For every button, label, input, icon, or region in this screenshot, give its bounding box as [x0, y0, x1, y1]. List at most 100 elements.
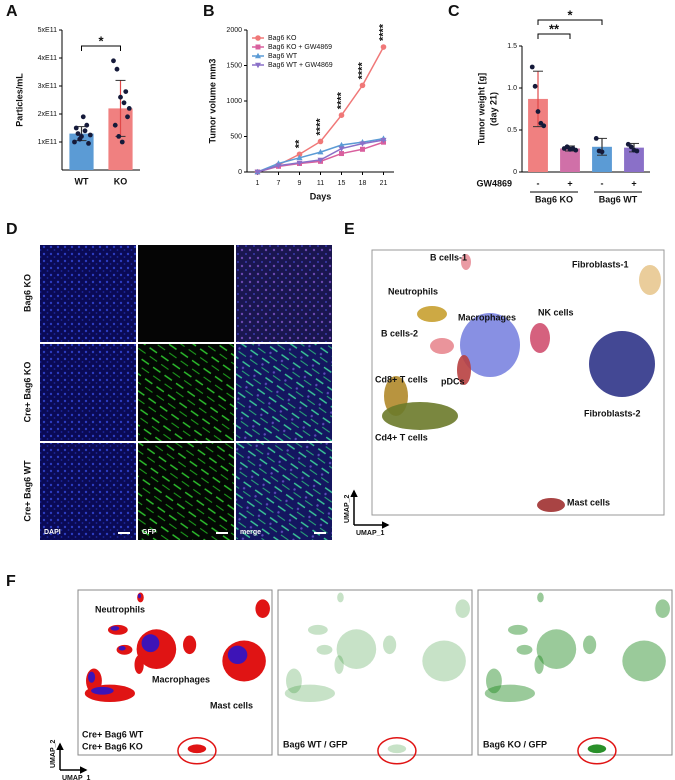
cell-cluster [516, 644, 533, 655]
cell-cluster [486, 668, 502, 694]
row-label: Cre+ Bag6 KO [22, 362, 32, 423]
x-tick-label: + [567, 178, 572, 188]
x-tick-label: 15 [338, 180, 346, 187]
panel-label: F [6, 573, 16, 590]
y-axis-label: Tumor volume mm3 [207, 59, 217, 144]
data-point [573, 147, 579, 153]
cell-cluster [286, 668, 302, 694]
micrograph [138, 443, 234, 540]
cell-cluster [307, 624, 328, 635]
panel-label: C [448, 3, 460, 20]
cluster-label: Cd4+ T cells [375, 432, 428, 442]
cell-cluster [655, 599, 670, 618]
legend-label: Bag6 WT [268, 53, 298, 60]
cluster-label: Macrophages [152, 674, 210, 684]
cell-cluster [457, 355, 471, 385]
micrograph [138, 245, 234, 342]
y-tick-label: 0 [513, 169, 517, 176]
cell-cluster [134, 655, 144, 675]
cell-cluster [455, 599, 470, 618]
umap-frame [277, 589, 473, 756]
marker [296, 160, 303, 166]
x-tick-label: KO [114, 176, 128, 186]
significance-label: **** [377, 23, 389, 41]
cluster-label: Mast cells [210, 700, 253, 710]
x-tick-label: 18 [359, 180, 367, 187]
cell-cluster [187, 744, 207, 754]
y-tick-label: 1xE11 [38, 139, 57, 146]
umap-frame [77, 589, 273, 756]
legend-marker [255, 44, 261, 50]
significance-label: ** [293, 139, 305, 148]
y-tick-label: 0 [238, 169, 242, 176]
data-point [87, 132, 93, 138]
axis-label: UMAP_1 [62, 775, 91, 780]
row-label: GW4869 [476, 178, 512, 188]
significance-label: **** [356, 62, 368, 80]
cell-cluster [639, 265, 661, 295]
panel-label: D [6, 221, 18, 238]
cell-cluster [589, 331, 655, 397]
panel-caption: Bag6 WT / GFP [283, 739, 348, 749]
legend-label: Bag6 KO + GW4869 [268, 44, 332, 51]
marker [359, 82, 366, 89]
x-tick-label: WT [75, 176, 89, 186]
data-point [86, 141, 91, 146]
x-tick-label: 9 [298, 180, 302, 187]
cell-cluster [534, 655, 544, 675]
column-label: DAPI [44, 529, 61, 536]
significance-label: * [98, 33, 104, 48]
x-tick-label: 1 [256, 180, 260, 187]
data-point [599, 149, 605, 155]
marker [380, 137, 387, 144]
axis-label: UMAP_2 [50, 739, 57, 768]
data-point [628, 144, 634, 150]
bar [528, 98, 548, 172]
highlight-circle [577, 737, 617, 765]
significance-bracket [81, 45, 121, 51]
data-point [125, 114, 130, 120]
y-tick-label: 500 [230, 133, 242, 140]
micrograph [236, 344, 332, 441]
marker [360, 146, 365, 152]
cell-cluster [430, 338, 454, 354]
data-point [82, 128, 88, 134]
cell-cluster [183, 635, 197, 655]
cluster-label: NK cells [538, 307, 574, 317]
data-point [119, 139, 125, 145]
cluster-label: B cells-1 [430, 252, 467, 262]
bar [592, 146, 612, 172]
cell-cluster [583, 635, 597, 655]
y-axis-label: (day 21) [488, 92, 498, 126]
legend-marker [255, 62, 261, 69]
micrograph [138, 344, 234, 441]
cell-cluster [227, 645, 248, 665]
marker [359, 141, 366, 147]
marker [317, 148, 324, 155]
cell-cluster [91, 686, 114, 695]
cluster-label: B cells-2 [381, 328, 418, 338]
cell-cluster [383, 635, 397, 655]
marker [275, 163, 282, 169]
cell-cluster [141, 634, 160, 653]
y-tick-label: 1.5 [507, 43, 517, 50]
cluster-label: pDCs [441, 376, 465, 386]
cell-cluster [137, 593, 141, 599]
panel-label: E [344, 221, 355, 238]
data-point [75, 131, 81, 137]
data-point [123, 89, 129, 94]
y-tick-label: 4xE11 [38, 55, 57, 62]
cluster-label: Neutrophils [388, 286, 438, 296]
data-point [77, 136, 83, 142]
y-tick-label: 3xE11 [38, 83, 57, 90]
column-label: merge [240, 529, 261, 536]
cell-cluster [382, 402, 458, 430]
legend-label: Bag6 KO [268, 35, 297, 42]
marker [254, 169, 261, 176]
cluster-label: Fibroblasts-1 [572, 259, 629, 269]
data-point [73, 125, 79, 131]
micrograph [40, 245, 136, 342]
cell-cluster [461, 254, 471, 270]
significance-label: ** [549, 21, 560, 36]
x-tick-label: + [631, 178, 636, 188]
